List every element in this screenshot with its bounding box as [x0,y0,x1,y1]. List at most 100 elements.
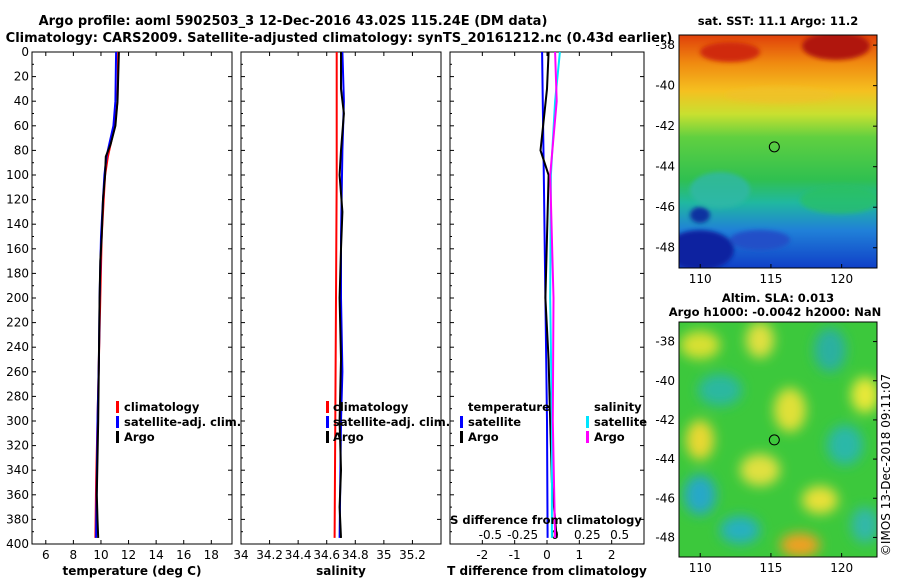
xtick-label: 14 [148,548,163,562]
map-xtick-label: 115 [759,272,782,286]
xtick-label: 1 [576,548,584,562]
xtick-label: 10 [93,548,108,562]
title-line-2: Climatology: CARS2009. Satellite-adjuste… [6,31,673,46]
legend-climatology: climatology [333,400,409,414]
ytick-label: 220 [6,316,29,330]
difference-legend: temperature satellite Argo salinity sate… [450,400,647,527]
sst-frame [678,34,878,269]
map-ytick-label: -42 [655,119,675,133]
legend-swatch-argo [326,431,329,443]
map-ytick-label: -40 [655,79,675,93]
xtick-label: 8 [70,548,78,562]
temperature-frame [31,51,233,545]
legend-sal-argo: Argo [594,430,625,444]
legend-satellite-adj: satellite-adj. clim. [333,415,450,429]
salinity-panel: 34 34.2 34.4 34.6 34.8 35 35.2 salinity [233,51,442,578]
legend-swatch-satellite [116,416,119,428]
sst-axes: 110 115 120 -38 -40 -42 -44 -46 -48 [655,38,877,286]
legend-swatch-climatology [326,401,329,413]
xtick-label: -1 [509,548,521,562]
xtick-label: 18 [204,548,219,562]
map-xtick-label: 115 [759,561,782,575]
top-axis-label: S difference from climatology [450,513,642,527]
ytick-label: 260 [6,365,29,379]
sla-map-subtitle: Argo h1000: -0.0042 h2000: NaN [669,305,881,319]
xtick-label: 35.2 [399,548,426,562]
difference-panel: -2 -1 0 1 2 T difference from climatology -0.5… [447,51,647,578]
ytick-label: 340 [6,463,29,477]
legend-temp-satellite: satellite [468,415,521,429]
sst-map: sat. SST: 11.1 Argo: 11.2 110 115 120 -38 -4… [655,14,878,286]
xtick-label: 12 [121,548,136,562]
ytick-label: 120 [6,193,29,207]
ytick-label: 400 [6,537,29,551]
legend-group-temperature: temperature [468,400,550,414]
ytick-label: 360 [6,488,29,502]
map-ytick-label: -44 [655,160,675,174]
legend-climatology: climatology [124,400,200,414]
xtick-top-label: 0.25 [574,528,601,542]
map-ytick-label: -38 [655,335,675,349]
map-xtick-label: 110 [689,272,712,286]
map-ytick-label: -40 [655,374,675,388]
sst-heatmap [679,35,877,268]
map-xtick-label: 120 [830,561,853,575]
difference-xlabel: T difference from climatology [447,564,647,578]
xtick-label: 34.2 [256,548,283,562]
sla-axes: 110 115 120 -38 -40 -42 -44 -46 -48 [655,335,877,575]
sla-frame [678,321,878,558]
ytick-label: 20 [14,70,29,84]
ytick-label: 200 [6,291,29,305]
xtick-label: 34 [233,548,248,562]
legend-satellite-adj: satellite-adj. clim. [124,415,241,429]
map-ytick-label: -48 [655,241,675,255]
ytick-label: 240 [6,340,29,354]
xtick-top-label: -0.5 [479,528,502,542]
xtick-label: 0 [543,548,551,562]
xtick-top-label: -0.25 [507,528,538,542]
series-climatology [333,52,338,538]
temperature-panel: 0 20 40 60 80 100 120 140 160 180 200 220 240 260 280 3… [6,45,233,578]
map-ytick-label: -46 [655,491,675,505]
ytick-label: 160 [6,242,29,256]
ytick-label: 40 [14,94,29,108]
legend-argo: Argo [124,430,155,444]
xtick-top-label: 0.5 [610,528,629,542]
xtick-label: 16 [176,548,191,562]
legend-swatch-temp-argo [460,431,463,443]
legend-group-salinity: salinity [594,400,642,414]
map-ytick-label: -42 [655,413,675,427]
xtick-label: 34.8 [342,548,369,562]
ytick-label: 280 [6,389,29,403]
series-Argo [95,51,120,538]
series-temperature-satellite [541,51,549,538]
ytick-label: 140 [6,217,29,231]
ytick-label: 320 [6,439,29,453]
xtick-label: 6 [42,548,50,562]
ytick-label: 180 [6,266,29,280]
argo-location-marker [768,141,780,153]
xtick-label: 35 [376,548,391,562]
xtick-label: 2 [608,548,616,562]
sla-heatmap [679,322,877,557]
legend-swatch-climatology [116,401,119,413]
sla-map-title: Altim. SLA: 0.013 [722,291,834,305]
legend-swatch-argo [116,431,119,443]
legend-sal-satellite: satellite [594,415,647,429]
ytick-label: 60 [14,119,29,133]
legend-swatch-sal-argo [586,431,589,443]
map-ytick-label: -48 [655,530,675,544]
series-Argo [338,52,345,538]
series-salinity-Argo [549,51,558,538]
argo-location-marker [768,434,780,446]
sst-map-title: sat. SST: 11.1 Argo: 11.2 [698,14,858,28]
legend-temp-argo: Argo [468,430,499,444]
temperature-xlabel: temperature (deg C) [63,564,202,578]
map-xtick-label: 110 [689,561,712,575]
temperature-legend: climatology satellite-adj. clim. Argo [116,400,241,444]
legend-argo: Argo [333,430,364,444]
ytick-label: 300 [6,414,29,428]
legend-swatch-temp-satellite [460,416,463,428]
xtick-label: 34.4 [285,548,312,562]
